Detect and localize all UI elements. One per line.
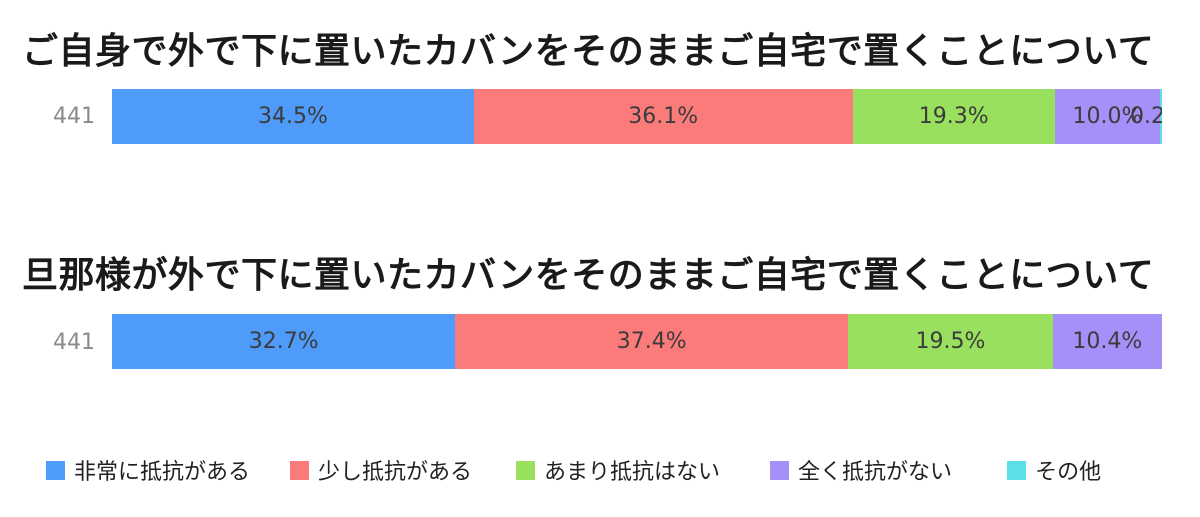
data-label: 32.7%: [248, 329, 319, 354]
legend-label: 非常に抵抗がある: [74, 460, 251, 485]
legend-label: 少し抵抗がある: [318, 460, 473, 485]
bar-segment: 36.1%: [473, 89, 853, 144]
bar-segment: 0.2%: [1130, 89, 1162, 144]
chart-1-stacked-bar: 34.5% 36.1% 19.3% 10.0%0.2%: [112, 89, 1162, 144]
bar-segment: 34.5%: [112, 89, 474, 144]
legend-swatch: [516, 460, 536, 480]
data-label: 10.0%: [1072, 104, 1143, 129]
legend-swatch: [770, 460, 790, 480]
bar-segment: 32.7%: [112, 314, 456, 369]
legend-swatch: [46, 460, 65, 480]
legend-item: 非常に抵抗がある: [46, 454, 250, 486]
bar-segment: 19.5%: [848, 314, 1053, 369]
legend-swatch: [290, 460, 310, 480]
data-label: 19.5%: [915, 329, 986, 354]
legend-item: 全く抵抗がない: [770, 454, 952, 486]
legend-item: その他: [1007, 454, 1101, 486]
legend-label: その他: [1035, 460, 1102, 485]
legend-item: 少し抵抗がある: [290, 454, 472, 486]
bar-segment: 19.3%: [852, 89, 1055, 144]
data-label: 37.4%: [616, 329, 687, 354]
legend-label: あまり抵抗はない: [544, 460, 721, 485]
bar-segment: 10.4%: [1052, 314, 1162, 369]
chart-2-row-label: 441: [53, 330, 95, 355]
data-label: 0.2%: [1130, 104, 1162, 129]
legend-swatch: [1007, 460, 1027, 480]
data-label: 19.3%: [918, 104, 989, 129]
chart-1-row-label: 441: [53, 104, 95, 129]
chart-2-title: 旦那様が外で下に置いたカバンをそのままご自宅で置くことについて: [22, 255, 1155, 296]
legend-label: 全く抵抗がない: [798, 460, 953, 485]
legend-item: あまり抵抗はない: [516, 454, 720, 486]
data-label: 10.4%: [1072, 329, 1143, 354]
chart-2-stacked-bar: 32.7% 37.4% 19.5% 10.4%: [112, 314, 1162, 369]
bar-segment: 37.4%: [455, 314, 849, 369]
data-label: 36.1%: [628, 104, 699, 129]
bar-segment: 10.0%: [1054, 89, 1160, 144]
legend: 非常に抵抗がある 少し抵抗がある あまり抵抗はない 全く抵抗がない その他: [46, 454, 1101, 486]
chart-1-title: ご自身で外で下に置いたカバンをそのままご自宅で置くことについて: [22, 31, 1155, 72]
data-label: 34.5%: [257, 104, 328, 129]
